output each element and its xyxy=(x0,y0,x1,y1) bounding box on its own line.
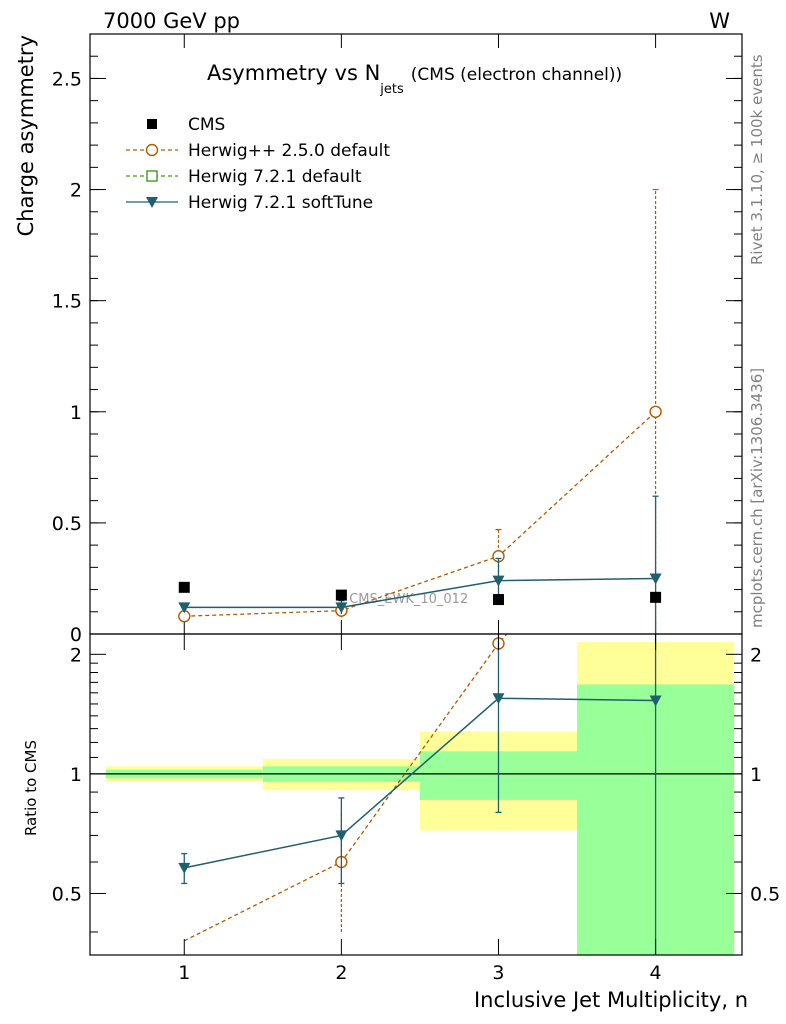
main-ytick-label: 1 xyxy=(70,402,82,424)
title-suffix: (CMS (electron channel)) xyxy=(411,65,622,85)
ratio-herwigpp-line xyxy=(183,634,508,942)
xtick-label: 2 xyxy=(335,962,347,984)
ratio-softtune-point xyxy=(178,862,191,874)
legend-marker-open-square xyxy=(146,170,158,182)
main-ytick-label: 2.5 xyxy=(52,68,82,90)
main-ytick-label: 0 xyxy=(70,624,82,646)
legend-label: Herwig++ 2.5.0 default xyxy=(188,141,390,161)
legend-label: Herwig 7.2.1 softTune xyxy=(188,193,373,213)
ratio-ytick-label-right: 1 xyxy=(750,764,762,786)
ratio-panel: 0.5 0.5 1 1 2 2 1 2 3 4 xyxy=(52,633,780,984)
ratio-ylabel: Ratio to CMS xyxy=(22,740,40,836)
cms-point xyxy=(492,594,504,606)
cms-point xyxy=(178,581,190,593)
xlabel: Inclusive Jet Multiplicity, n xyxy=(474,988,748,1012)
herwigpp-line xyxy=(184,411,657,617)
cms-point xyxy=(335,589,347,601)
legend-marker-circle xyxy=(145,143,159,157)
legend: CMS Herwig++ 2.5.0 default Herwig 7.2.1 de… xyxy=(126,115,390,213)
main-ytick-label: 1.5 xyxy=(52,291,82,313)
xtick-label: 3 xyxy=(492,962,504,984)
process-label: W xyxy=(709,9,730,33)
legend-label: Herwig 7.2.1 default xyxy=(188,167,362,187)
main-data xyxy=(178,188,662,634)
main-ytick-label: 0.5 xyxy=(52,513,82,535)
ratio-ytick-label: 1 xyxy=(70,764,82,786)
legend-marker-triangle xyxy=(146,197,158,208)
softtune-point xyxy=(178,602,191,614)
ratio-ytick-label: 0.5 xyxy=(52,883,82,905)
rivet-label: Rivet 3.1.10, ≥ 100k events xyxy=(748,54,766,265)
ratio-data xyxy=(90,634,742,955)
xtick-label: 1 xyxy=(178,962,190,984)
ratio-frame xyxy=(89,633,743,956)
main-ylabel: Charge asymmetry xyxy=(14,35,38,236)
ratio-softtune-point xyxy=(335,830,348,842)
analysis-watermark: CMS_EWK_10_012 xyxy=(349,592,468,607)
ratio-ytick-label: 2 xyxy=(70,644,82,666)
ratio-ytick-label-right: 2 xyxy=(750,644,762,666)
legend-marker-cms xyxy=(147,119,157,129)
cms-point xyxy=(650,591,662,603)
softtune-point xyxy=(492,575,505,587)
herwigpp-point xyxy=(649,405,662,418)
title-sub: jets xyxy=(379,82,404,97)
legend-label: CMS xyxy=(188,115,225,135)
ratio-softtune-point xyxy=(492,693,505,705)
chart-title: Asymmetry vs Njets (CMS (electron channel… xyxy=(207,61,622,97)
xtick-label: 4 xyxy=(650,962,662,984)
softtune-point xyxy=(649,573,662,585)
title-main: Asymmetry vs N xyxy=(207,61,380,85)
mcplots-label: mcplots.cern.ch [arXiv:1306.3436] xyxy=(748,368,766,628)
softtune-line xyxy=(184,577,656,609)
main-ytick-label: 2 xyxy=(70,180,82,202)
energy-label: 7000 GeV pp xyxy=(103,9,240,33)
ratio-softtune-point xyxy=(649,695,662,707)
ratio-ytick-label-right: 0.5 xyxy=(750,883,780,905)
ratio-softtune-line xyxy=(184,697,656,869)
softtune-point xyxy=(335,602,348,614)
